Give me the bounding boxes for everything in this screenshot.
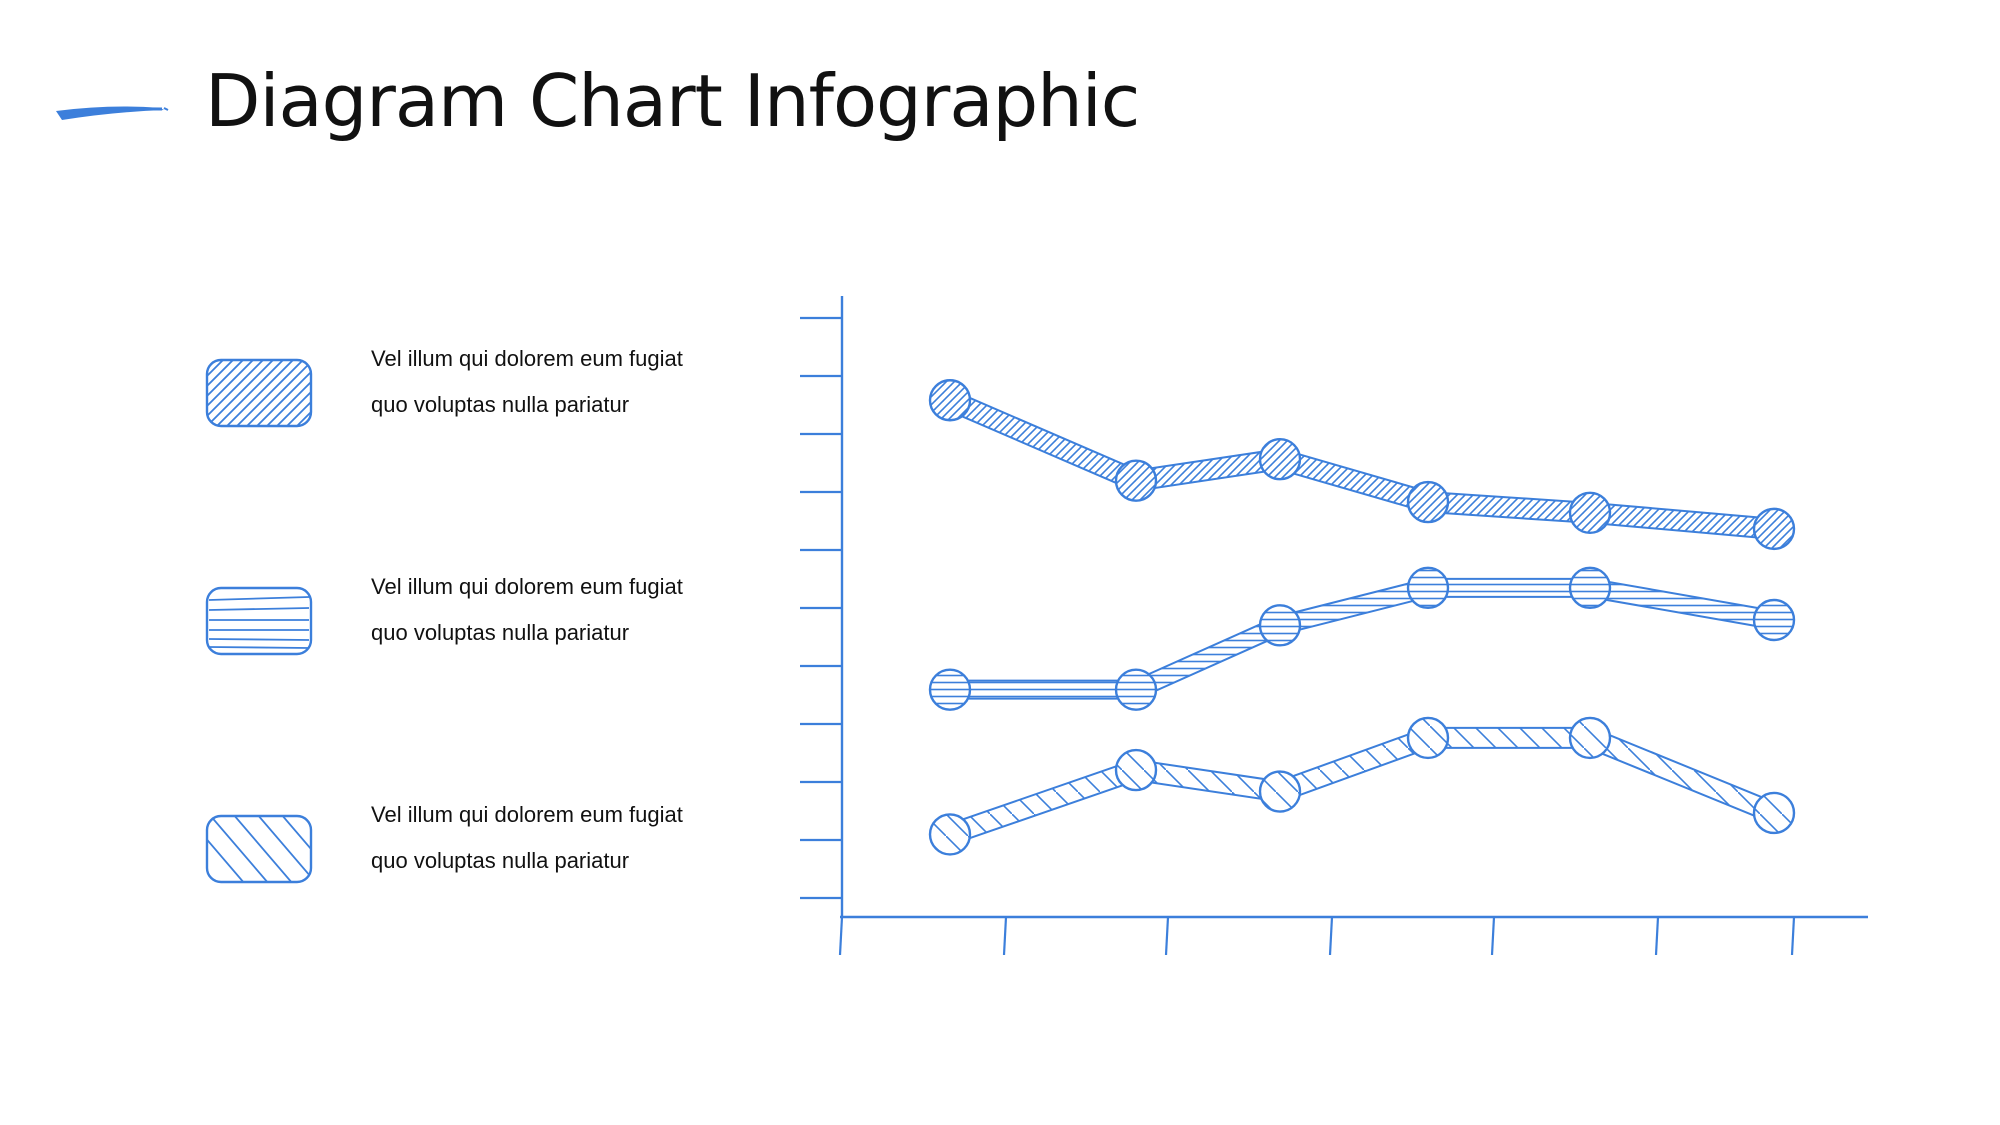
series-line xyxy=(947,728,1778,843)
data-point xyxy=(1114,668,1158,711)
legend-text: Vel illum qui dolorem eum fugiat quo vol… xyxy=(371,802,683,873)
data-point xyxy=(1258,770,1302,813)
data-point xyxy=(1752,791,1796,835)
legend-item: Vel illum qui dolorem eum fugiat quo vol… xyxy=(205,336,725,486)
data-point xyxy=(1406,566,1450,610)
x-axis-tick xyxy=(1490,916,1496,956)
diagonal-hatch-swatch-icon xyxy=(205,358,313,428)
x-axis-tick xyxy=(1654,916,1660,956)
series-1 xyxy=(928,379,1796,551)
series-line-outline xyxy=(946,726,1779,845)
series-2 xyxy=(928,566,1796,711)
data-point xyxy=(1406,480,1450,524)
x-axis-tick xyxy=(1002,916,1008,956)
data-point xyxy=(1752,598,1796,642)
page-title: Diagram Chart Infographic xyxy=(205,59,1140,143)
series-line-outline xyxy=(950,577,1776,700)
x-axis-tick xyxy=(1164,916,1170,956)
series-line xyxy=(946,391,1775,538)
legend-item: Vel illum qui dolorem eum fugiat quo vol… xyxy=(205,792,725,942)
series-line-outline xyxy=(945,390,1775,540)
sparse-diagonal-hatch-swatch-icon xyxy=(205,814,313,884)
data-point xyxy=(1568,716,1612,760)
horizontal-hatch-swatch-icon xyxy=(205,586,313,656)
series-line xyxy=(950,579,1776,698)
data-point xyxy=(1568,491,1612,534)
brush-stroke-icon xyxy=(56,106,169,120)
data-point xyxy=(1114,459,1158,502)
data-point xyxy=(1258,604,1302,647)
data-point xyxy=(1114,748,1158,792)
legend-item: Vel illum qui dolorem eum fugiat quo vol… xyxy=(205,564,725,714)
data-point xyxy=(1258,438,1302,481)
data-point xyxy=(928,813,972,856)
data-point xyxy=(1568,566,1612,610)
x-axis-tick xyxy=(1790,916,1796,956)
data-point xyxy=(928,668,972,711)
legend-text: Vel illum qui dolorem eum fugiat quo vol… xyxy=(371,346,683,417)
legend-text: Vel illum qui dolorem eum fugiat quo vol… xyxy=(371,574,683,645)
data-point xyxy=(1752,507,1796,551)
data-point xyxy=(928,379,972,422)
x-axis-tick xyxy=(838,916,844,956)
x-axis-tick xyxy=(1328,916,1334,956)
series-3 xyxy=(928,716,1796,856)
data-point xyxy=(1406,716,1450,760)
